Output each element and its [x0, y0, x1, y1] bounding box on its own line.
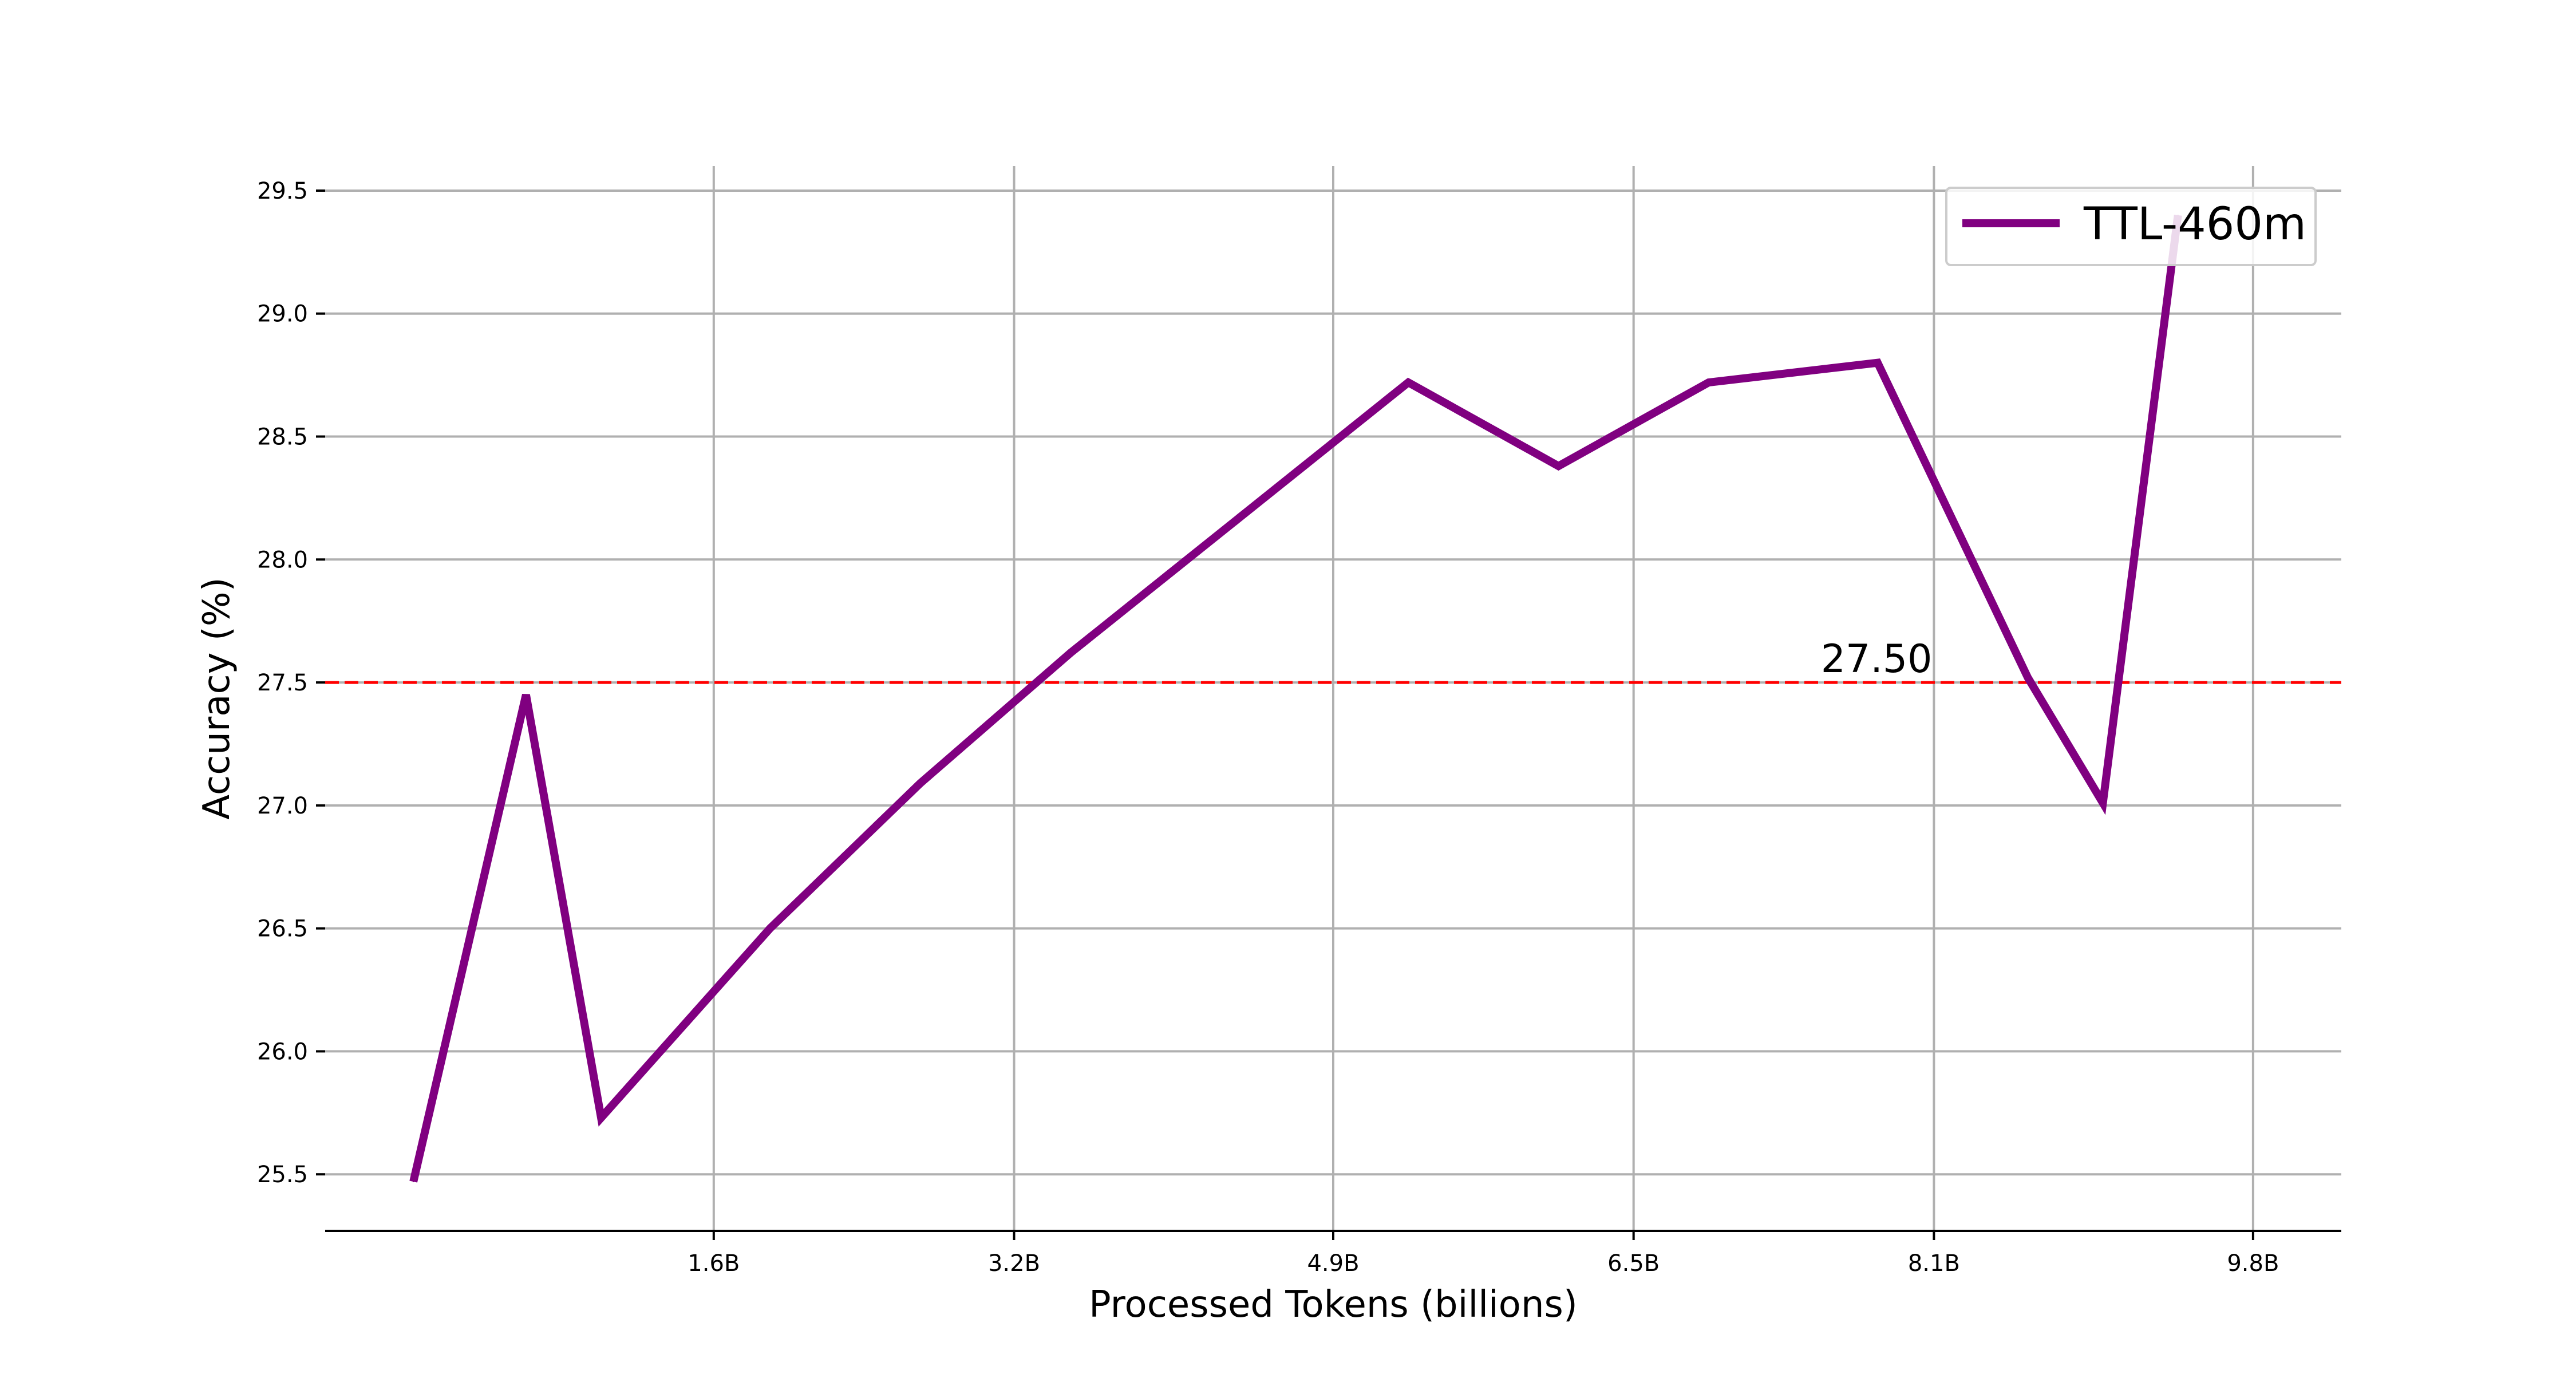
reference-line-label: 27.50: [1821, 637, 1933, 682]
legend-box: [1945, 187, 2317, 266]
legend-label-ttl-460m: TTL-460m: [2083, 199, 2306, 250]
x-tick-label: 8.1B: [1908, 1250, 1960, 1277]
y-tick-label: 28.5: [257, 424, 308, 451]
data-point: [1558, 465, 1559, 467]
x-tick-label: 3.2B: [988, 1250, 1040, 1277]
reference-line-group: 27.50: [325, 637, 2341, 684]
x-tick-label: 1.6B: [688, 1250, 740, 1277]
series-line-ttl-460m: [409, 215, 2182, 1183]
y-tick-label: 27.0: [257, 793, 308, 819]
y-tick-label: 25.5: [257, 1162, 308, 1188]
y-tick-label: 26.5: [257, 916, 308, 942]
data-point: [2027, 677, 2029, 678]
x-axis-label: Processed Tokens (billions): [1089, 1284, 1578, 1326]
data-point: [1239, 517, 1240, 519]
legend: TTL-460m: [1945, 187, 2317, 266]
x-tick-label: 9.8B: [2227, 1250, 2279, 1277]
data-point: [1408, 382, 1409, 384]
data-point: [413, 1181, 414, 1183]
y-tick-label: 29.0: [257, 301, 308, 327]
data-point: [769, 927, 771, 929]
y-axis-label: Accuracy (%): [196, 577, 238, 819]
data-point: [2102, 802, 2104, 804]
y-tick-label: 26.0: [257, 1039, 308, 1065]
y-tick-label: 27.5: [257, 670, 308, 696]
x-tick-label: 6.5B: [1607, 1250, 1660, 1277]
y-tick-label: 29.5: [257, 178, 308, 204]
axis-labels: Processed Tokens (billions) Accuracy (%): [196, 577, 1578, 1326]
y-tick-label: 28.0: [257, 547, 308, 573]
series-group: [409, 214, 2182, 1183]
data-point: [600, 1117, 602, 1119]
ticks: 25.5 26.0 26.5 27.0 27.5 28.0 28.5 29.0 29.5 1.6B…: [257, 178, 2279, 1277]
data-point: [1069, 652, 1071, 654]
x-tick-label: 4.9B: [1307, 1250, 1359, 1277]
data-point: [525, 694, 527, 696]
data-point: [919, 783, 921, 784]
data-point: [1877, 362, 1879, 364]
data-point: [1708, 382, 1709, 384]
